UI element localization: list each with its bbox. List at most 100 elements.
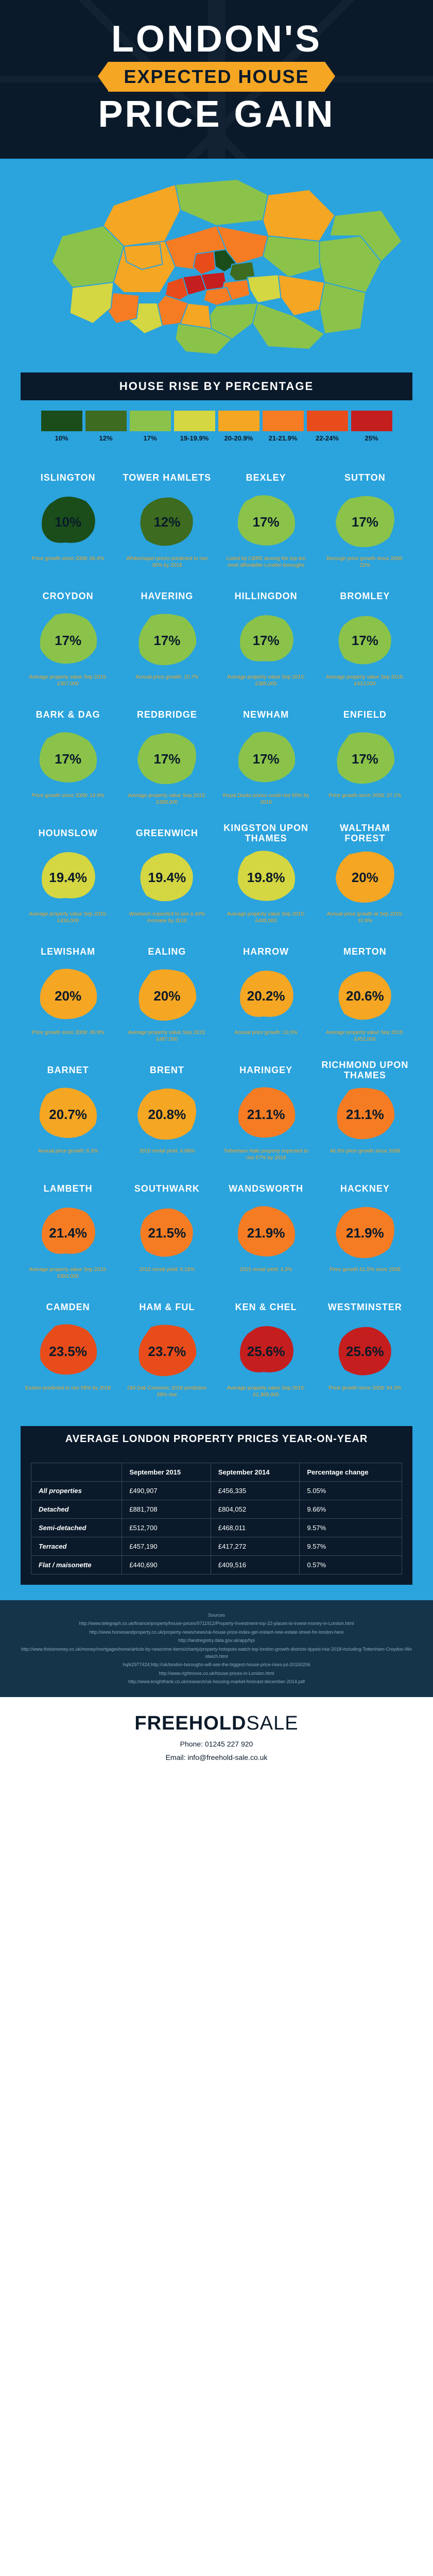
borough-name: BROMLEY: [320, 586, 410, 607]
borough-name: WESTMINSTER: [320, 1297, 410, 1318]
title-line2: PRICE GAIN: [10, 96, 423, 133]
borough-pct: 17%: [153, 751, 180, 767]
table-cell: £409,516: [211, 1556, 300, 1574]
infographic-root: LONDON'S EXPECTED HOUSE PRICE GAIN: [0, 0, 433, 1777]
legend-swatch: [85, 411, 127, 431]
borough-pct: 21.1%: [247, 1107, 285, 1123]
table-cell: 0.57%: [300, 1556, 402, 1574]
borough-note: 46.3% price growth since 2008: [320, 1148, 410, 1163]
brand-light: SALE: [246, 1713, 298, 1734]
borough-pct: 20.6%: [346, 988, 384, 1004]
borough-name: BRENT: [122, 1060, 212, 1081]
borough-pct: 21.1%: [346, 1107, 384, 1123]
table-header-row: September 2015September 2014Percentage c…: [31, 1463, 402, 1482]
borough-cell: ISLINGTON 10% Price growth since 2008: 6…: [21, 463, 115, 576]
borough-name: HILLINGDON: [221, 586, 311, 607]
borough-name: TOWER HAMLETS: [122, 468, 212, 488]
borough-shape: 17%: [332, 731, 399, 787]
legend-item: 20-20.9%: [218, 411, 259, 442]
borough-cell: CROYDON 17% Average property value Sep 2…: [21, 581, 115, 694]
borough-pct: 20%: [153, 988, 180, 1004]
borough-name: CAMDEN: [23, 1297, 113, 1318]
borough-note: Royal Docks prices could rise 50% by 201…: [221, 792, 311, 808]
table-row: Detached£881,708£804,0529.66%: [31, 1500, 402, 1519]
borough-pct: 12%: [153, 514, 180, 530]
borough-pct: 20.7%: [49, 1107, 87, 1123]
borough-shape: 19.4%: [34, 849, 101, 906]
borough-name: HOUNSLOW: [23, 823, 113, 844]
borough-shape: 23.7%: [133, 1323, 200, 1380]
borough-cell: MERTON 20.6% Average property value Sep …: [318, 937, 412, 1050]
borough-shape: 17%: [34, 612, 101, 669]
borough-pct: 23.7%: [148, 1344, 186, 1360]
borough-name: MERTON: [320, 942, 410, 962]
borough-note: Tottenham Hale property expected to rise…: [221, 1148, 311, 1163]
brand-bold: FREEHOLD: [134, 1713, 246, 1734]
legend-item: 10%: [41, 411, 82, 442]
borough-cell: KEN & CHEL 25.6% Average property value …: [219, 1292, 314, 1405]
borough-name: ISLINGTON: [23, 468, 113, 488]
table-header: Percentage change: [300, 1463, 402, 1482]
borough-pct: 21.4%: [49, 1225, 87, 1241]
avg-prices-table: September 2015September 2014Percentage c…: [31, 1463, 402, 1574]
borough-pct: 19.8%: [247, 870, 285, 886]
legend-item: 22-24%: [307, 411, 348, 442]
borough-name: NEWHAM: [221, 705, 311, 725]
london-map: [21, 174, 412, 360]
borough-name: KINGSTON UPON THAMES: [221, 823, 311, 844]
borough-name: RICHMOND UPON THAMES: [320, 1060, 410, 1081]
legend-swatch: [218, 411, 259, 431]
table-cell: £457,190: [122, 1537, 211, 1556]
borough-shape: 20.6%: [332, 968, 399, 1024]
borough-pct: 23.5%: [49, 1344, 87, 1360]
legend-item: 21-21.9%: [263, 411, 304, 442]
source-item: http://www.knightfrank.co.uk/research/uk…: [21, 1678, 412, 1685]
source-item: http://www.thisismoney.co.uk/money/mortg…: [21, 1646, 412, 1660]
legend-label: 19-19.9%: [180, 434, 209, 442]
table-cell: £804,052: [211, 1500, 300, 1519]
table-header: [31, 1463, 122, 1482]
borough-note: 2015 rental yield: 4.08%: [122, 1148, 212, 1163]
table-cell: 5.05%: [300, 1482, 402, 1500]
borough-cell: BEXLEY 17% Listed by CBRE among the top …: [219, 463, 314, 576]
borough-shape: 17%: [233, 612, 300, 669]
borough-pct: 21.5%: [148, 1225, 186, 1241]
source-item: hq/k2977424;http://uk/london-boroughs-wi…: [21, 1661, 412, 1668]
legend-swatch: [263, 411, 304, 431]
borough-note: Price growth since 2008: 14.6%: [23, 792, 113, 808]
borough-name: GREENWICH: [122, 823, 212, 844]
source-item: http://landregistry.data.gov.uk/app/hpi: [21, 1637, 412, 1644]
borough-shape: 20.2%: [233, 968, 300, 1024]
borough-cell: HACKNEY 21.9% Price growth 61.5% since 2…: [318, 1174, 412, 1287]
borough-pct: 17%: [352, 633, 378, 649]
borough-shape: 23.5%: [34, 1323, 101, 1380]
borough-note: Annual price growth: 6.3%: [23, 1148, 113, 1163]
borough-pct: 17%: [253, 633, 280, 649]
borough-shape: 17%: [133, 612, 200, 669]
borough-cell: GREENWICH 19.4% Woolwich expected to see…: [119, 818, 214, 931]
borough-name: LAMBETH: [23, 1179, 113, 1199]
legend-swatch: [351, 411, 392, 431]
overview-map-section: [0, 159, 433, 372]
table-cell: £512,700: [122, 1519, 211, 1537]
table-header: September 2014: [211, 1463, 300, 1482]
borough-shape: 25.6%: [332, 1323, 399, 1380]
table-cell: Detached: [31, 1500, 122, 1519]
borough-note: Average property value Sep 2015: £487,00…: [122, 1029, 212, 1045]
borough-cell: REDBRIDGE 17% Average property value Sep…: [119, 700, 214, 813]
table-cell: 9.57%: [300, 1537, 402, 1556]
table-row: Terraced£457,190£417,2729.57%: [31, 1537, 402, 1556]
borough-cell: BROMLEY 17% Average property value Sep 2…: [318, 581, 412, 694]
borough-note: Whitechapel prices predicted to rise 30%…: [122, 555, 212, 571]
borough-pct: 20%: [352, 870, 378, 886]
title-line1: LONDON'S: [10, 21, 423, 58]
legend-label: 12%: [99, 434, 112, 442]
borough-pct: 19.4%: [49, 870, 87, 886]
borough-pct: 20.2%: [247, 988, 285, 1004]
borough-note: Borough price growth since 2008: 22%: [320, 555, 410, 571]
borough-pct: 10%: [55, 514, 81, 530]
header: LONDON'S EXPECTED HOUSE PRICE GAIN: [0, 0, 433, 159]
borough-cell: HOUNSLOW 19.4% Average property value Se…: [21, 818, 115, 931]
legend-label: 22-24%: [316, 434, 339, 442]
borough-name: WALTHAM FOREST: [320, 823, 410, 844]
